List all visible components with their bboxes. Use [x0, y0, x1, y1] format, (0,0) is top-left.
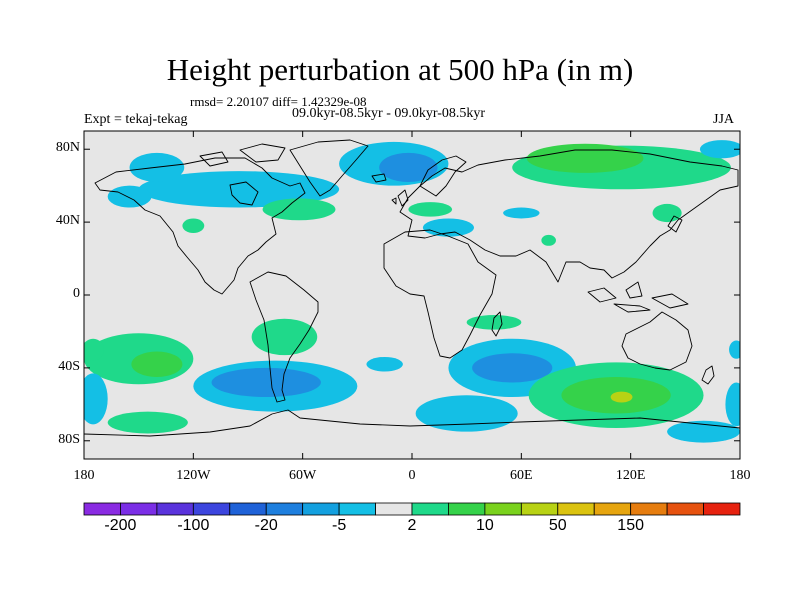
anomaly-region-positive: [408, 202, 453, 217]
anomaly-region-positive: [262, 198, 336, 221]
coastlines: [84, 139, 740, 437]
colorbar-swatch: [229, 502, 267, 516]
anomaly-region-positive: [84, 338, 105, 361]
lat-label: 0: [73, 286, 80, 301]
colorbar-label: -20: [254, 517, 278, 534]
anomaly-field: [84, 140, 740, 443]
colorbar-swatch: [593, 502, 632, 516]
anomaly-region-negative: [211, 367, 321, 398]
coast-madagascar: [491, 311, 503, 337]
colorbar-swatch: [703, 502, 741, 516]
lon-label: 120E: [615, 468, 646, 483]
coast-scandinavia: [419, 155, 467, 197]
colorbar-label: -200: [104, 517, 137, 534]
colorbar-swatch: [83, 502, 121, 516]
colorbar-swatch: [375, 502, 413, 516]
lon-label: 60E: [510, 468, 533, 483]
anomaly-region-negative: [138, 171, 340, 208]
coast-japan: [667, 215, 683, 233]
axis-ticks: [83, 131, 741, 459]
anomaly-region-negative: [422, 218, 474, 237]
coast-new-guinea: [651, 293, 689, 309]
experiment-label: Expt = tekaj-tekag: [84, 112, 188, 127]
lon-label: 60W: [289, 468, 317, 483]
anomaly-region-negative: [503, 207, 540, 219]
coast-antarctica: [84, 409, 740, 437]
anomaly-region-positive: [466, 315, 522, 330]
coast-british-isles: [391, 189, 409, 207]
colorbar-swatch: [557, 502, 595, 516]
coast-south-america: [249, 271, 319, 403]
anomaly-region-negative: [729, 340, 740, 359]
colorbar-swatch: [156, 502, 194, 516]
colorbar-swatch: [448, 502, 486, 516]
colorbar-label: 150: [617, 517, 644, 534]
colorbar-swatch: [411, 502, 449, 516]
colorbar-swatch: [302, 502, 340, 516]
colorbar-swatch: [520, 502, 559, 516]
colorbar-swatch: [630, 502, 668, 516]
anomaly-region-positive: [610, 391, 633, 403]
anomaly-region-positive: [541, 234, 556, 246]
coast-new-zealand: [701, 365, 715, 385]
coast-eurasia: [399, 149, 739, 283]
lat-label: 40N: [55, 213, 80, 229]
coast-australia: [621, 311, 693, 371]
anomaly-region-negative: [472, 353, 553, 383]
lon-label: 0: [408, 468, 416, 483]
anomaly-region-negative: [725, 382, 740, 427]
colorbar-swatch: [192, 502, 231, 516]
lat-label: 40S: [58, 358, 80, 374]
lat-label: 80N: [55, 140, 80, 156]
season-label: JJA: [713, 112, 735, 127]
colorbar-swatch: [484, 502, 522, 516]
rmsd-stats: rmsd= 2.20107 diff= 1.42329e-08: [190, 94, 367, 109]
anomaly-region-positive: [652, 203, 682, 223]
coast-africa: [383, 229, 497, 359]
colorbar-swatch: [666, 502, 704, 516]
colorbar-label: -5: [331, 517, 347, 534]
colorbar: [83, 502, 741, 516]
anomaly-region-negative: [379, 152, 438, 183]
coast-arctic-islands: [199, 143, 286, 167]
coast-hudson-bay: [229, 181, 259, 206]
colorbar-swatch: [265, 502, 304, 516]
coast-north-america: [94, 157, 306, 295]
anomaly-region-negative: [366, 356, 403, 372]
colorbar-swatch: [338, 502, 376, 516]
lon-label: 180: [73, 468, 95, 483]
lon-label: 180: [729, 468, 751, 483]
anomaly-region-positive: [131, 351, 183, 377]
anomaly-region-positive: [526, 143, 644, 173]
colorbar-label: 2: [407, 517, 417, 534]
anomaly-region-negative: [84, 373, 108, 425]
coast-indonesia: [587, 281, 651, 313]
lat-label: 80S: [58, 431, 80, 447]
colorbar-label: -100: [177, 517, 210, 534]
lon-label: 120W: [176, 468, 211, 483]
chart-title: Height perturbation at 500 hPa (in m): [166, 52, 634, 87]
coast-greenland: [289, 139, 369, 197]
anomaly-region-negative: [107, 185, 152, 208]
coast-iceland: [371, 173, 387, 183]
anomaly-region-positive: [107, 411, 188, 434]
anomaly-region-positive: [182, 218, 205, 234]
anomaly-region-positive: [251, 318, 318, 356]
colorbar-label: 10: [475, 517, 494, 534]
colorbar-label: 50: [548, 517, 567, 534]
period-label: 09.0kyr-08.5kyr - 09.0kyr-08.5kyr: [292, 106, 486, 121]
colorbar-swatch: [120, 502, 158, 516]
anomaly-region-negative: [415, 395, 518, 432]
anomaly-region-negative: [699, 140, 740, 159]
